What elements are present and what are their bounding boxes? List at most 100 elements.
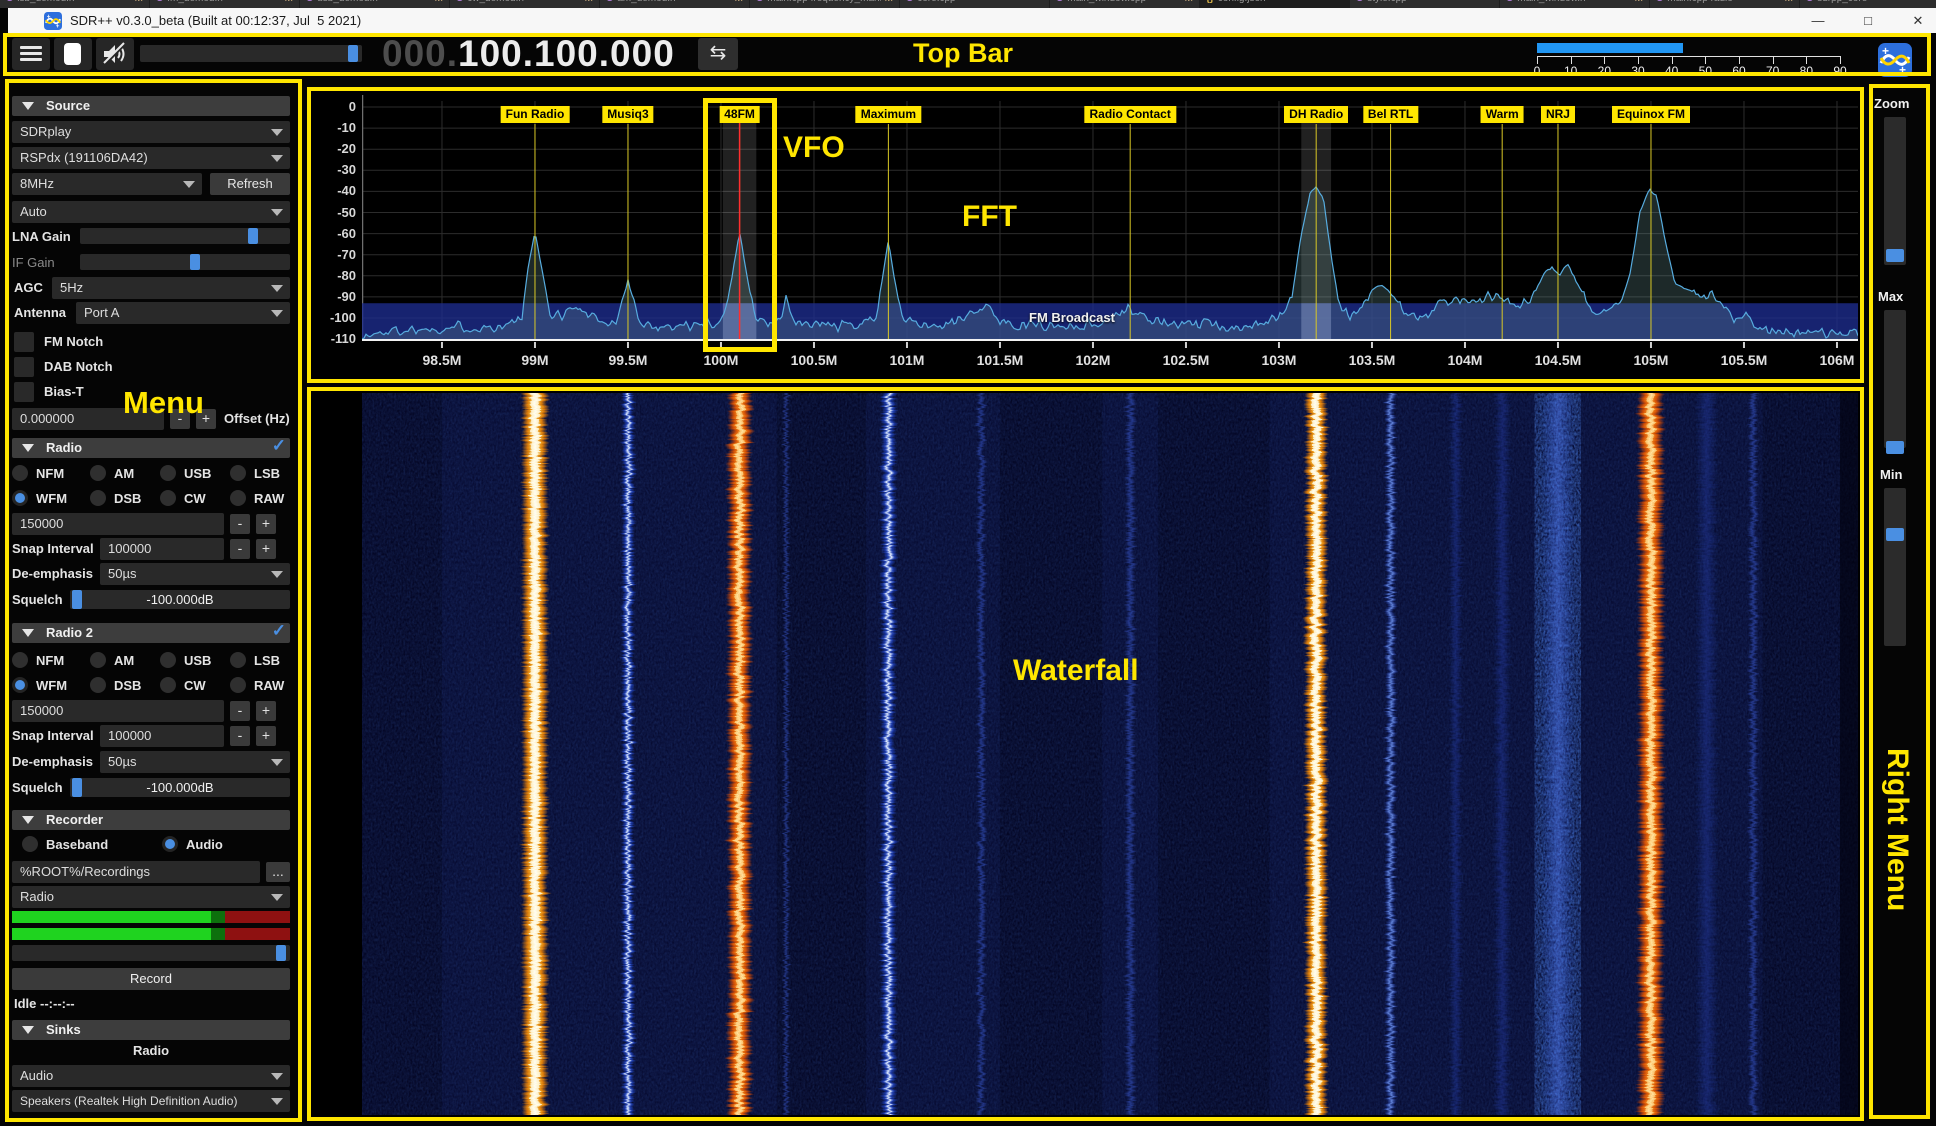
- editor-tab[interactable]: Cmain.cpp radio M: [1650, 0, 1799, 8]
- bandwidth-plus-button[interactable]: +: [256, 514, 276, 534]
- if-gain-slider[interactable]: [80, 254, 290, 270]
- snap-plus-button[interactable]: +: [256, 539, 276, 559]
- bandwidth-minus-button[interactable]: -: [230, 514, 250, 534]
- station-label-musiq3[interactable]: Musiq3: [602, 106, 654, 123]
- samplerate-select[interactable]: 8MHz: [12, 173, 202, 195]
- mute-button[interactable]: [96, 38, 134, 70]
- volume-slider[interactable]: [140, 45, 362, 62]
- editor-tab[interactable]: Ccore.cpp: [900, 0, 1049, 8]
- editor-tab[interactable]: Cmain_window.cpp M: [1050, 0, 1199, 8]
- source-device-select[interactable]: RSPdx (191106DA42): [12, 147, 290, 169]
- offset-plus-button[interactable]: +: [196, 409, 216, 429]
- recorder-volume-handle[interactable]: [276, 945, 286, 961]
- if-gain-handle[interactable]: [190, 254, 200, 270]
- deemphasis-select[interactable]: 50µs: [100, 563, 290, 585]
- mode-option-dsb[interactable]: DSB: [90, 490, 160, 506]
- close-button[interactable]: ✕: [1912, 13, 1924, 28]
- squelch-slider[interactable]: -100.000dB: [70, 778, 290, 797]
- station-label-equinox-fm[interactable]: Equinox FM: [1611, 106, 1690, 123]
- mode-option-wfm[interactable]: WFM: [12, 490, 90, 506]
- max-slider-handle[interactable]: [1886, 441, 1904, 454]
- agc-select[interactable]: 5Hz: [52, 277, 290, 299]
- recording-path-input[interactable]: %ROOT%/Recordings: [12, 861, 260, 883]
- recorder-stream-select[interactable]: Radio: [12, 886, 290, 908]
- module-enabled-check-icon[interactable]: ✓: [271, 436, 286, 455]
- recorder-volume-slider[interactable]: [12, 945, 290, 961]
- min-slider-handle[interactable]: [1886, 528, 1904, 541]
- squelch-handle[interactable]: [72, 778, 82, 797]
- radio-bandwidth-input[interactable]: 150000: [12, 513, 224, 535]
- mode-option-lsb[interactable]: LSB: [230, 652, 290, 668]
- mode-option-usb[interactable]: USB: [160, 652, 230, 668]
- station-label-bel-rtl[interactable]: Bel RTL: [1362, 106, 1419, 123]
- main-menu-button[interactable]: [12, 38, 50, 70]
- minimize-button[interactable]: —: [1811, 13, 1825, 28]
- squelch-slider[interactable]: -100.000dB: [70, 590, 290, 609]
- section-header-radio2[interactable]: Radio 2 ✓: [12, 621, 290, 643]
- radio2-bandwidth-input[interactable]: 150000: [12, 700, 224, 722]
- module-enabled-check-icon[interactable]: ✓: [271, 621, 286, 640]
- squelch-handle[interactable]: [72, 590, 82, 609]
- browse-button[interactable]: ...: [266, 862, 290, 882]
- max-slider[interactable]: [1884, 310, 1906, 448]
- section-header-recorder[interactable]: Recorder: [12, 810, 290, 830]
- section-header-sinks[interactable]: Sinks: [12, 1020, 290, 1040]
- editor-tab[interactable]: Cam_demod.h M: [600, 0, 749, 8]
- audio-radio-option[interactable]: Audio: [162, 836, 223, 852]
- editor-tab[interactable]: {} config.json ×: [1200, 0, 1349, 8]
- waterfall-display[interactable]: [311, 391, 1862, 1117]
- fm-notch-checkbox[interactable]: [14, 332, 34, 352]
- mode-option-raw[interactable]: RAW: [230, 490, 290, 506]
- editor-tab[interactable]: Cstyle.cpp: [1350, 0, 1499, 8]
- editor-tab[interactable]: Cusb_demod.h M: [300, 0, 449, 8]
- mode-option-nfm[interactable]: NFM: [12, 465, 90, 481]
- bandwidth-minus-button[interactable]: -: [230, 701, 250, 721]
- station-label-dh-radio[interactable]: DH Radio: [1284, 106, 1349, 123]
- sink-device-select[interactable]: Speakers (Realtek High Definition Audio): [12, 1090, 290, 1112]
- station-label-radio-contact[interactable]: Radio Contact: [1084, 106, 1176, 123]
- editor-tab[interactable]: Cfm_demod.h M: [150, 0, 299, 8]
- zoom-slider[interactable]: [1884, 117, 1906, 265]
- editor-tab[interactable]: Cmain.cpp frequency_manager M: [750, 0, 899, 8]
- section-header-radio[interactable]: Radio ✓: [12, 436, 290, 458]
- editor-tab[interactable]: Clsb_demod.h M: [0, 0, 149, 8]
- waterfall-plot[interactable]: [362, 393, 1858, 1115]
- snap-input[interactable]: 100000: [100, 725, 224, 747]
- snap-input[interactable]: 100000: [100, 538, 224, 560]
- fft-plot[interactable]: [362, 95, 1858, 349]
- mode-option-raw[interactable]: RAW: [230, 677, 290, 693]
- deemphasis-select[interactable]: 50µs: [100, 751, 290, 773]
- if-mode-select[interactable]: Auto: [12, 201, 290, 223]
- mode-option-dsb[interactable]: DSB: [90, 677, 160, 693]
- mode-option-usb[interactable]: USB: [160, 465, 230, 481]
- source-driver-select[interactable]: SDRplay: [12, 121, 290, 143]
- station-label-48fm[interactable]: 48FM: [719, 106, 760, 123]
- baseband-radio-option[interactable]: Baseband: [22, 836, 108, 852]
- station-label-maximum[interactable]: Maximum: [855, 106, 922, 123]
- mode-option-nfm[interactable]: NFM: [12, 652, 90, 668]
- frequency-display[interactable]: 000.100.100.000: [382, 33, 675, 75]
- sink-type-select[interactable]: Audio: [12, 1065, 290, 1087]
- station-label-warm[interactable]: Warm: [1480, 106, 1524, 123]
- snap-minus-button[interactable]: -: [230, 539, 250, 559]
- snap-minus-button[interactable]: -: [230, 726, 250, 746]
- snap-plus-button[interactable]: +: [256, 726, 276, 746]
- maximize-button[interactable]: □: [1864, 13, 1872, 28]
- lna-gain-handle[interactable]: [248, 228, 258, 244]
- mode-option-lsb[interactable]: LSB: [230, 465, 290, 481]
- stop-button[interactable]: [54, 38, 92, 70]
- vfo-swap-button[interactable]: ⇆: [698, 38, 738, 70]
- section-header-source[interactable]: Source: [12, 96, 290, 116]
- editor-tab[interactable]: Ccw_demod.h M: [450, 0, 599, 8]
- editor-tab[interactable]: Csdrpp_core: [1800, 0, 1936, 8]
- mode-option-am[interactable]: AM: [90, 465, 160, 481]
- mode-option-cw[interactable]: CW: [160, 490, 230, 506]
- antenna-select[interactable]: Port A: [76, 302, 290, 324]
- lna-gain-slider[interactable]: [80, 228, 290, 244]
- volume-slider-handle[interactable]: [348, 45, 358, 62]
- mode-option-wfm[interactable]: WFM: [12, 677, 90, 693]
- min-slider[interactable]: [1884, 488, 1906, 646]
- mode-option-am[interactable]: AM: [90, 652, 160, 668]
- station-label-fun-radio[interactable]: Fun Radio: [500, 106, 570, 123]
- offset-minus-button[interactable]: -: [170, 409, 190, 429]
